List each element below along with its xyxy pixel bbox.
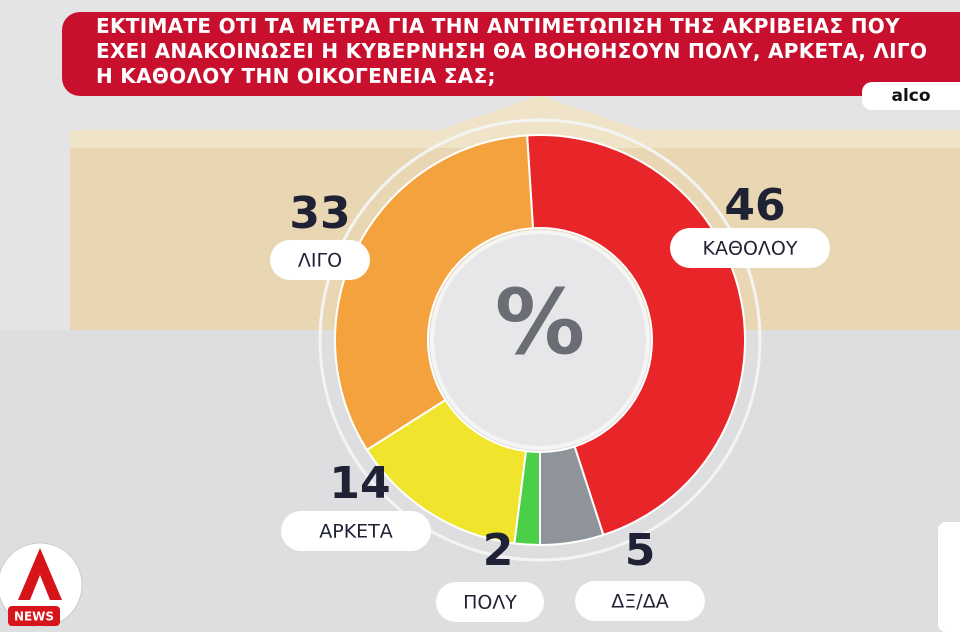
logo-a (18, 548, 62, 600)
logo-box (8, 606, 60, 626)
logo-text: NEWS (14, 610, 54, 624)
value-label: 2 (483, 525, 514, 576)
label-box (575, 581, 705, 621)
source: alco (862, 82, 960, 110)
category-label: ΑΡΚΕΤΑ (319, 521, 393, 543)
donut-segment (334, 134, 535, 452)
label-box (670, 228, 830, 268)
category-label: ΛΙΓΟ (298, 250, 342, 272)
category-label: ΚΑΘΟΛΟΥ (703, 238, 798, 260)
title-banner (62, 12, 960, 96)
side-panel (938, 522, 960, 632)
chart-title: ΕΚΤΙΜΑΤΕ ΟΤΙ ΤΑ ΜΕΤΡΑ ΓΙΑ ΤΗΝ ΑΝΤΙΜΕΤΩΠΙ… (96, 14, 928, 88)
logo-badge (0, 542, 83, 628)
label-box (270, 240, 370, 280)
chart-ring (318, 118, 762, 562)
center-label: % (495, 270, 585, 375)
category-label: ΔΞ/ΔΑ (611, 591, 668, 613)
pediment (440, 95, 640, 130)
value-label: 46 (724, 180, 785, 231)
value-label: 33 (289, 188, 350, 239)
category-label: ΠΟΛΥ (463, 592, 517, 614)
center-disc (430, 230, 650, 450)
label-box (281, 511, 431, 551)
value-label: 5 (625, 525, 656, 576)
value-label: 14 (329, 458, 390, 509)
label-box (436, 582, 544, 622)
